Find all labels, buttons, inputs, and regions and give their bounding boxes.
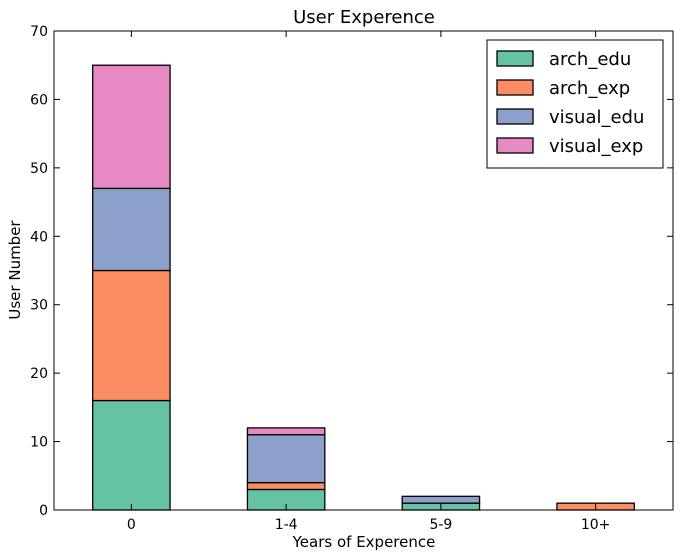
bar-visual_edu-2 (401, 495, 481, 504)
y-tick-label-6: 60 (30, 92, 48, 108)
legend-label-arch_edu: arch_edu (549, 49, 631, 70)
bar-arch_exp-1 (246, 481, 326, 491)
chart-title: User Experence (293, 7, 435, 28)
y-tick-label-2: 20 (30, 366, 48, 382)
y-tick-label-5: 50 (30, 161, 48, 177)
bar-visual_exp-0 (92, 64, 171, 190)
y-axis-title: User Number (6, 220, 24, 320)
legend: arch_edu arch_exp visual_edu visual_exp (486, 39, 664, 169)
bars-group (92, 64, 635, 511)
bar-arch_edu-0 (92, 399, 171, 511)
x-axis-title: Years of Experence (292, 533, 436, 551)
y-tick-label-0: 0 (39, 503, 48, 519)
bar-visual_exp-1 (246, 427, 326, 436)
y-tick-label-4: 40 (30, 229, 48, 245)
x-tick-label-1: 1-4 (275, 517, 298, 533)
y-tick-label-3: 30 (30, 298, 48, 314)
bar-visual_edu-0 (92, 187, 171, 272)
x-tick-label-0: 0 (127, 517, 136, 533)
bar-arch_exp-0 (92, 269, 171, 402)
y-tick-label-7: 70 (30, 24, 48, 40)
x-tick-label-2: 5-9 (429, 517, 452, 533)
legend-swatch-visual_edu (496, 108, 534, 125)
legend-swatch-visual_exp (496, 137, 534, 154)
legend-label-visual_edu: visual_edu (549, 107, 644, 128)
x-tick-label-3: 10+ (581, 517, 611, 533)
x-axis: 0 1-4 5-9 10+ (127, 31, 610, 533)
legend-swatch-arch_exp (496, 79, 534, 96)
legend-swatch-arch_edu (496, 50, 534, 67)
legend-label-visual_exp: visual_exp (549, 136, 643, 157)
plot-frame (53, 30, 674, 511)
legend-label-arch_exp: arch_exp (549, 78, 630, 99)
y-tick-label-1: 10 (30, 435, 48, 451)
y-axis: 0 10 20 30 40 50 60 70 (30, 24, 673, 519)
bar-visual_edu-1 (246, 434, 326, 484)
